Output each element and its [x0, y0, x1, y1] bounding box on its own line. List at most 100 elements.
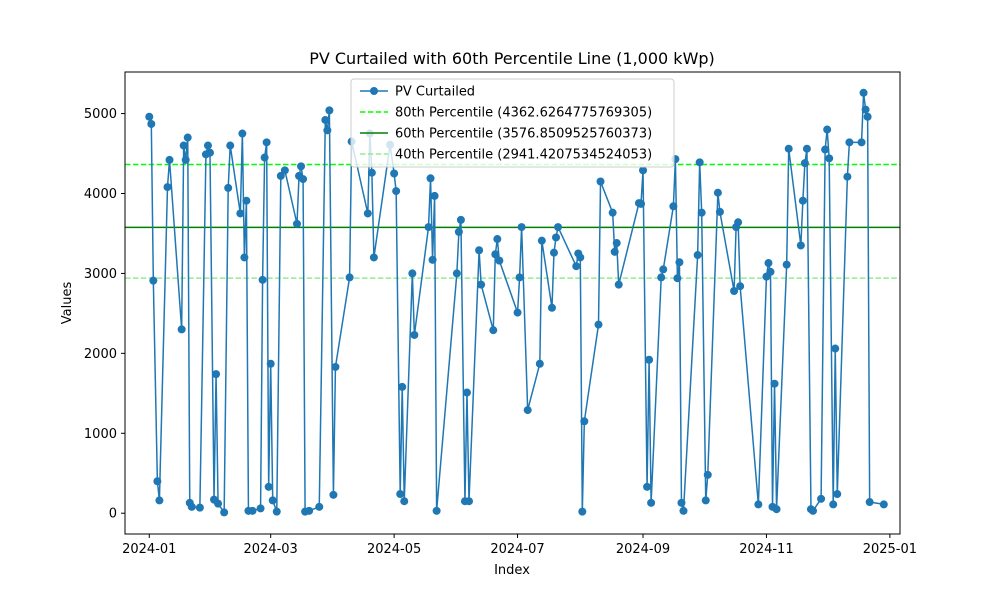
data-point	[817, 494, 826, 503]
data-point	[238, 129, 247, 138]
y-tick-label: 4000	[84, 187, 117, 202]
data-point	[477, 280, 486, 289]
x-tick-label: 2025-01	[863, 542, 917, 557]
data-point	[829, 500, 838, 509]
data-point	[240, 253, 249, 262]
data-point	[258, 275, 267, 284]
legend-entry-1: PV Curtailed	[395, 85, 475, 100]
data-point	[513, 308, 522, 317]
data-point	[554, 223, 563, 232]
data-point	[408, 269, 417, 278]
x-axis: 2024-01 2024-03 2024-05 2024-07 2024-09 2024-…	[122, 534, 917, 557]
data-point	[220, 508, 229, 517]
data-point	[424, 223, 433, 232]
data-point	[195, 503, 204, 512]
chart-title: PV Curtailed with 60th Percentile Line (…	[309, 49, 715, 68]
x-tick-label: 2024-01	[122, 542, 176, 557]
legend-entry-2: 80th Percentile (4362.6264775769305)	[395, 106, 652, 121]
data-point	[703, 470, 712, 479]
data-point	[155, 496, 164, 505]
data-point	[808, 506, 817, 515]
plot-frame	[124, 71, 901, 535]
data-point	[549, 248, 558, 257]
legend-marker	[370, 87, 378, 95]
data-point	[782, 260, 791, 269]
data-point	[226, 141, 235, 150]
data-point	[576, 253, 585, 262]
data-point	[879, 500, 888, 509]
data-point	[833, 490, 842, 499]
data-point	[673, 274, 682, 283]
data-point	[645, 355, 654, 364]
data-point	[693, 251, 702, 260]
data-point	[675, 258, 684, 267]
data-point	[821, 145, 830, 154]
data-point	[639, 166, 648, 175]
data-point	[325, 106, 334, 115]
data-point	[321, 115, 330, 124]
x-tick-label: 2024-11	[739, 542, 793, 557]
data-point	[517, 223, 526, 232]
data-point	[489, 326, 498, 335]
data-point	[266, 359, 275, 368]
data-point	[454, 227, 463, 236]
data-point	[305, 506, 314, 515]
data-point	[523, 406, 532, 415]
data-point	[462, 388, 471, 397]
data-point	[464, 497, 473, 506]
data-point	[802, 144, 811, 153]
y-tick-label: 3000	[84, 267, 117, 282]
data-point	[863, 112, 872, 121]
data-point	[430, 191, 439, 200]
legend: PV Curtailed 80th Percentile (4362.626477…	[350, 78, 675, 168]
data-point	[369, 253, 378, 262]
data-point	[165, 155, 174, 164]
y-tick-label: 1000	[84, 427, 117, 442]
data-point	[452, 269, 461, 278]
data-point	[242, 196, 251, 205]
data-point	[248, 506, 257, 515]
data-point	[280, 166, 289, 175]
data-point	[784, 144, 793, 153]
data-point	[145, 112, 154, 121]
data-point	[224, 183, 233, 192]
data-point	[268, 496, 277, 505]
data-point	[515, 273, 524, 282]
data-point	[177, 325, 186, 334]
data-point	[657, 273, 666, 282]
data-point	[203, 141, 212, 150]
data-point	[669, 202, 678, 211]
data-point	[843, 172, 852, 181]
data-point	[578, 507, 587, 516]
data-point	[547, 303, 556, 312]
data-point	[163, 183, 172, 192]
legend-box	[350, 78, 675, 168]
data-point	[260, 153, 269, 162]
data-point	[345, 273, 354, 282]
data-point	[331, 362, 340, 371]
legend-entry-4: 40th Percentile (2941.4207534524053)	[395, 148, 652, 163]
data-point	[297, 162, 306, 171]
x-tick-label: 2024-05	[367, 542, 421, 557]
data-point	[212, 370, 221, 379]
data-point	[610, 247, 619, 256]
data-point	[392, 187, 401, 196]
x-tick-label: 2024-07	[490, 542, 544, 557]
data-point	[276, 171, 285, 180]
data-point	[363, 209, 372, 218]
data-point	[272, 507, 281, 516]
data-point	[766, 267, 775, 276]
data-point	[264, 482, 273, 491]
data-point	[614, 280, 623, 289]
y-tick-label: 0	[109, 507, 117, 522]
data-point	[764, 259, 773, 268]
data-point	[426, 174, 435, 183]
legend-entry-3: 60th Percentile (3576.8509525760373)	[395, 127, 652, 142]
data-point	[396, 490, 405, 499]
data-point	[390, 169, 399, 178]
data-point	[772, 505, 781, 514]
data-point	[596, 177, 605, 186]
data-point	[552, 233, 561, 242]
data-point	[535, 359, 544, 368]
